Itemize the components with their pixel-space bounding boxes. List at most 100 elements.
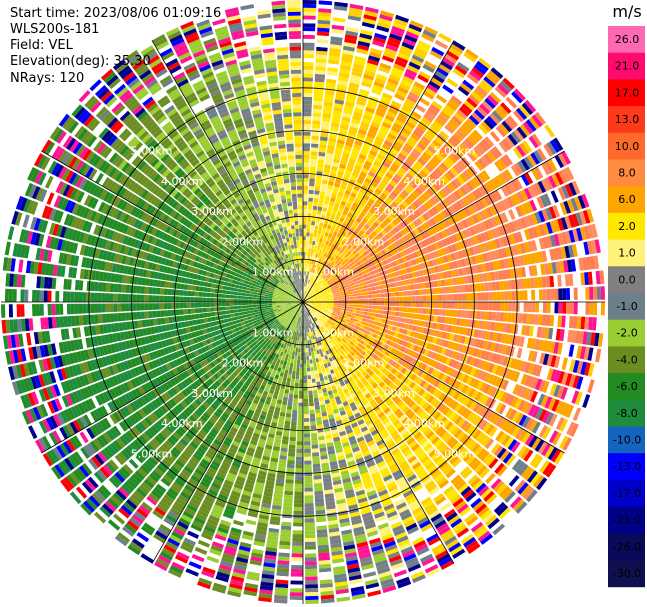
- velocity-gate: [356, 276, 361, 281]
- velocity-gate: [350, 351, 355, 357]
- velocity-gate: [539, 352, 546, 365]
- velocity-gate: [407, 324, 413, 331]
- velocity-gate: [425, 384, 433, 392]
- velocity-gate: [461, 55, 475, 66]
- velocity-gate: [341, 338, 347, 343]
- velocity-gate: [334, 1, 348, 8]
- velocity-gate: [535, 289, 540, 301]
- velocity-gate: [305, 580, 318, 585]
- velocity-gate: [358, 353, 364, 359]
- velocity-gate: [557, 232, 564, 246]
- velocity-gate: [532, 265, 538, 276]
- velocity-gate: [433, 315, 438, 323]
- velocity-gate: [453, 428, 463, 439]
- velocity-gate: [535, 225, 542, 237]
- velocity-gate: [338, 360, 344, 366]
- velocity-gate: [473, 63, 487, 75]
- velocity-gate: [389, 129, 399, 137]
- velocity-gate: [306, 303, 311, 306]
- velocity-gate: [568, 182, 577, 196]
- velocity-gate: [311, 285, 315, 290]
- velocity-gate: [310, 290, 314, 294]
- velocity-gate: [382, 259, 388, 266]
- velocity-gate: [313, 198, 319, 203]
- velocity-gate: [377, 267, 383, 273]
- velocity-gate: [501, 488, 513, 501]
- velocity-gate: [550, 288, 555, 301]
- velocity-gate: [337, 302, 342, 304]
- velocity-gate: [368, 331, 374, 337]
- velocity-gate: [298, 340, 301, 345]
- velocity-gate: [305, 304, 309, 308]
- velocity-gate: [380, 297, 385, 302]
- velocity-gate: [349, 362, 355, 368]
- velocity-gate: [449, 333, 455, 341]
- velocity-gate: [521, 325, 527, 336]
- velocity-gate: [369, 208, 376, 215]
- velocity-gate: [318, 151, 326, 157]
- velocity-gate: [378, 238, 384, 245]
- velocity-gate: [317, 23, 330, 29]
- velocity-gate: [387, 372, 394, 379]
- velocity-gate: [531, 289, 536, 301]
- velocity-gate: [342, 353, 347, 359]
- velocity-gate: [523, 302, 528, 312]
- velocity-gate: [413, 228, 420, 236]
- velocity-gate: [337, 135, 346, 141]
- velocity-gate: [330, 226, 336, 231]
- velocity-gate: [307, 209, 312, 214]
- velocity-gate: [469, 236, 476, 246]
- velocity-gate: [454, 524, 467, 535]
- velocity-gate: [438, 189, 447, 199]
- velocity-gate: [424, 461, 435, 471]
- velocity-gate: [454, 251, 460, 260]
- velocity-gate: [428, 433, 438, 442]
- velocity-gate: [313, 317, 317, 322]
- velocity-gate: [316, 517, 327, 523]
- velocity-gate: [389, 256, 395, 262]
- velocity-gate: [478, 393, 486, 404]
- velocity-gate: [290, 580, 303, 585]
- velocity-gate: [317, 15, 331, 21]
- velocity-gate: [399, 221, 406, 229]
- velocity-gate: [438, 392, 446, 401]
- velocity-gate: [498, 123, 510, 135]
- velocity-gate: [325, 297, 330, 300]
- velocity-gate: [533, 455, 544, 469]
- velocity-gate: [507, 280, 512, 290]
- velocity-gate: [369, 352, 375, 358]
- velocity-gate: [459, 433, 469, 444]
- velocity-gate: [520, 373, 528, 385]
- velocity-gate: [361, 184, 368, 191]
- velocity-gate: [444, 104, 455, 115]
- velocity-gate: [444, 237, 451, 246]
- velocity-gate: [303, 182, 309, 186]
- velocity-gate: [577, 302, 582, 315]
- velocity-gate: [335, 321, 340, 325]
- velocity-gate: [317, 27, 330, 33]
- velocity-gate: [461, 384, 469, 394]
- velocity-gate: [488, 496, 501, 508]
- velocity-gate: [329, 304, 334, 307]
- velocity-gate: [372, 348, 378, 354]
- velocity-gate: [469, 400, 478, 411]
- velocity-gate: [497, 83, 510, 96]
- velocity-gate: [374, 395, 381, 402]
- velocity-gate: [407, 411, 416, 420]
- velocity-gate: [560, 246, 567, 259]
- velocity-gate: [509, 149, 520, 162]
- velocity-gate: [281, 443, 288, 449]
- velocity-gate: [496, 447, 507, 459]
- velocity-gate: [535, 407, 544, 420]
- velocity-gate: [423, 443, 433, 452]
- velocity-gate: [318, 288, 323, 292]
- velocity-gate: [576, 316, 582, 329]
- velocity-gate: [291, 553, 303, 558]
- velocity-gate: [309, 240, 313, 245]
- velocity-gate: [509, 323, 515, 334]
- velocity-gate: [339, 355, 344, 361]
- velocity-gate: [358, 374, 364, 380]
- velocity-gate: [504, 437, 515, 449]
- velocity-gate: [441, 175, 450, 184]
- velocity-gate: [345, 141, 354, 147]
